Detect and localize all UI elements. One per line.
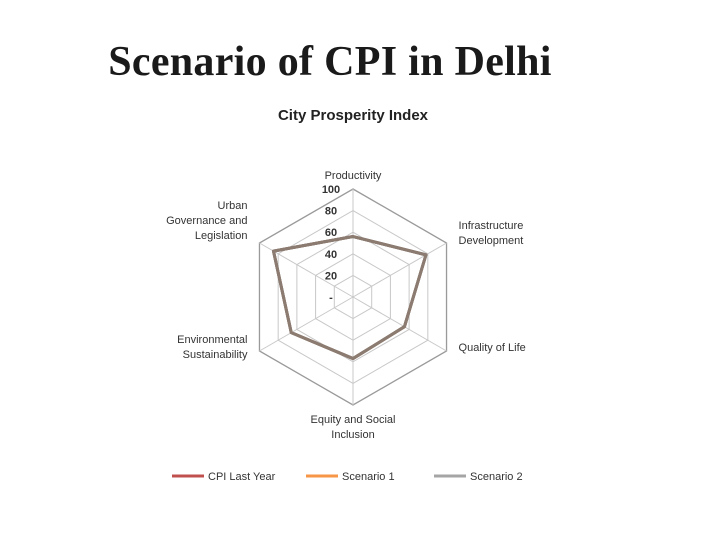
grid-spoke: [352, 296, 447, 352]
grid-spoke: [259, 296, 354, 352]
tick-label: 40: [325, 249, 337, 261]
legend-label: CPI Last Year: [208, 471, 276, 483]
category-label: Equity and Social Inclusion: [311, 414, 396, 441]
tick-label: 60: [325, 227, 337, 239]
series-line-2: [271, 235, 428, 361]
legend-label: Scenario 2: [470, 471, 523, 483]
category-label: Infrastructure Development: [459, 220, 524, 247]
series-line-1: [271, 235, 428, 361]
category-label: Productivity: [325, 170, 382, 182]
tick-label: 100: [322, 184, 340, 196]
category-label: Quality of Life: [459, 342, 526, 354]
chart-title: City Prosperity Index: [278, 107, 429, 124]
slide-title: Scenario of CPI in Delhi: [108, 39, 552, 85]
tick-label: -: [329, 292, 333, 304]
category-label: Environmental Sustainability: [177, 334, 248, 361]
category-label: Urban Governance and Legislation: [166, 200, 247, 242]
series-line-3: [271, 235, 428, 361]
tick-label: 20: [325, 270, 337, 282]
grid-spoke: [352, 242, 447, 298]
series-lines: [271, 235, 428, 361]
tick-label: 80: [325, 206, 337, 218]
legend-label: Scenario 1: [342, 471, 395, 483]
radial-tick-labels: - 20 40 60 80 100: [322, 184, 340, 304]
radar-grid: [258, 188, 448, 406]
legend: CPI Last Year Scenario 1 Scenario 2: [172, 471, 523, 483]
category-labels: Productivity Infrastructure Development Qua…: [166, 170, 526, 441]
